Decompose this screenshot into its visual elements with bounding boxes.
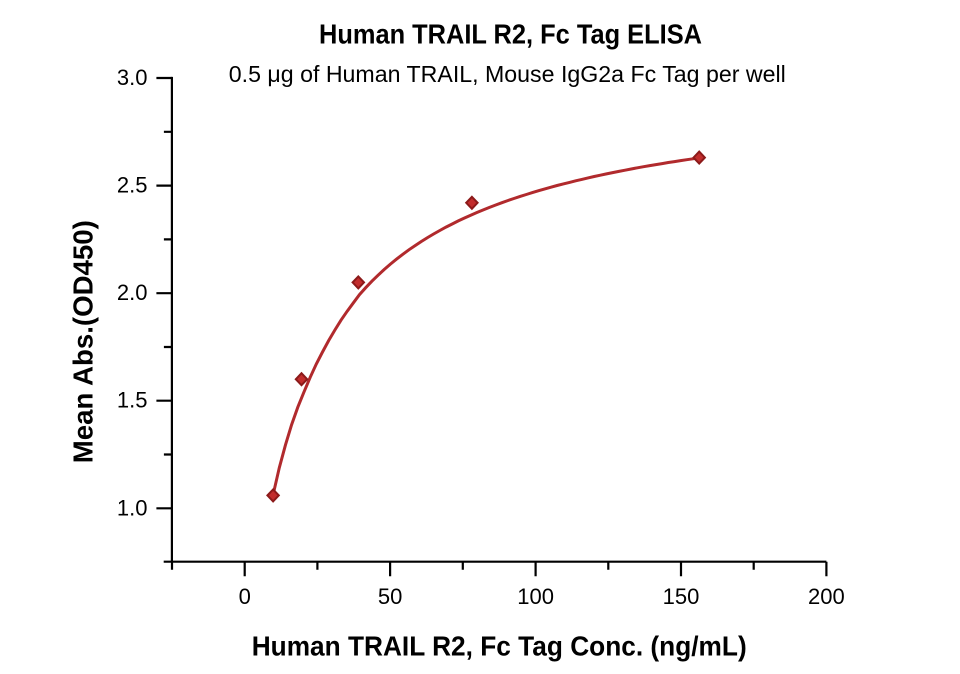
svg-text:100: 100 <box>517 584 554 609</box>
svg-text:0: 0 <box>239 584 251 609</box>
svg-text:200: 200 <box>808 584 845 609</box>
svg-text:2.0: 2.0 <box>117 280 148 305</box>
svg-text:Human TRAIL R2, Fc Tag ELISA: Human TRAIL R2, Fc Tag ELISA <box>319 19 702 50</box>
svg-text:50: 50 <box>378 584 402 609</box>
svg-text:Human TRAIL R2, Fc Tag Conc. (: Human TRAIL R2, Fc Tag Conc. (ng/mL) <box>252 631 747 662</box>
svg-text:0.5 μg of Human TRAIL, Mouse I: 0.5 μg of Human TRAIL, Mouse IgG2a Fc Ta… <box>229 61 786 87</box>
svg-text:1.0: 1.0 <box>117 495 148 520</box>
svg-text:3.0: 3.0 <box>117 65 148 90</box>
svg-text:150: 150 <box>663 584 700 609</box>
svg-text:1.5: 1.5 <box>117 388 148 413</box>
svg-text:2.5: 2.5 <box>117 173 148 198</box>
svg-text:Mean Abs.(OD450): Mean Abs.(OD450) <box>68 220 99 463</box>
